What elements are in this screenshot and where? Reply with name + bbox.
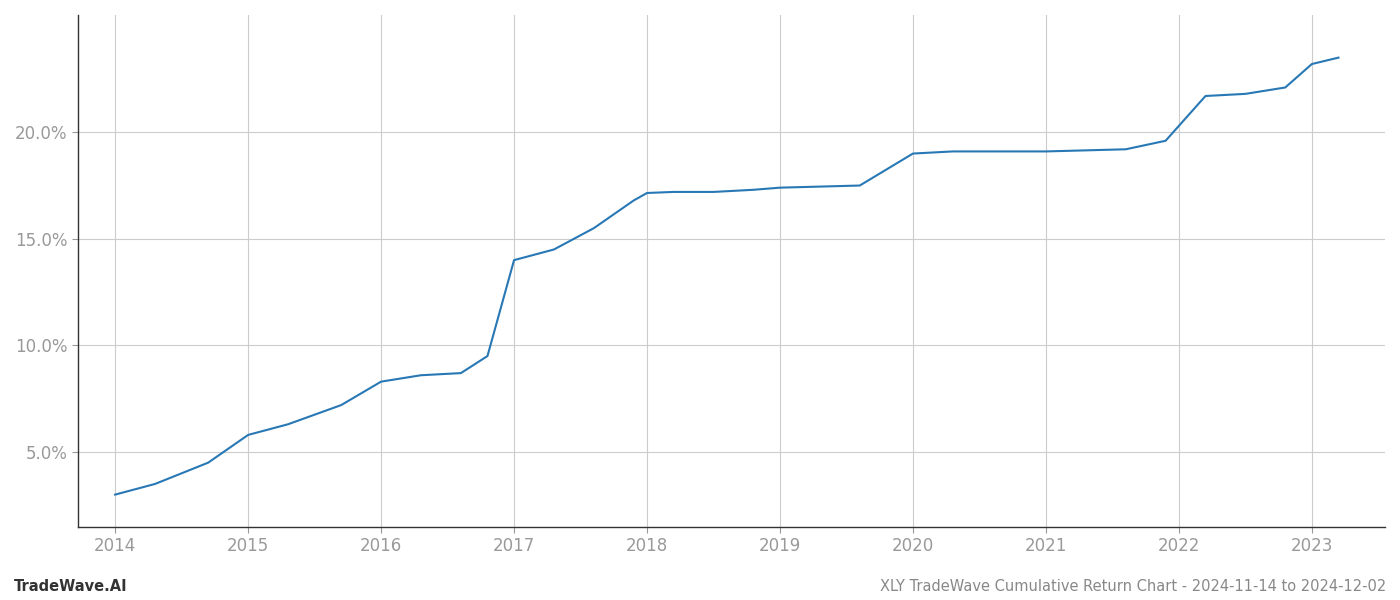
Text: XLY TradeWave Cumulative Return Chart - 2024-11-14 to 2024-12-02: XLY TradeWave Cumulative Return Chart - …: [879, 579, 1386, 594]
Text: TradeWave.AI: TradeWave.AI: [14, 579, 127, 594]
